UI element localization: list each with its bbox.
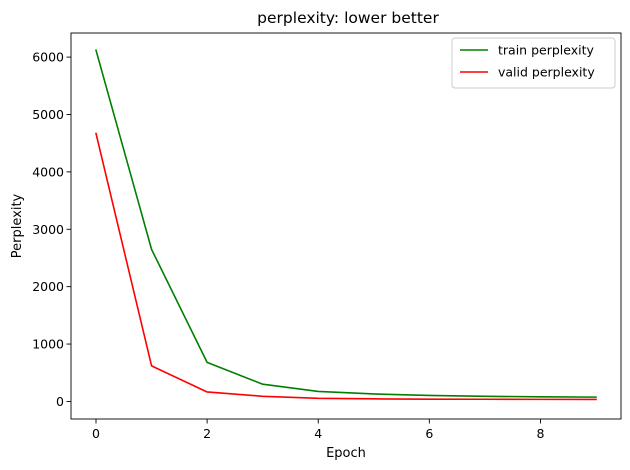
legend-box [451, 37, 616, 89]
y-tick-label: 1000 [32, 337, 64, 352]
y-tick-label: 2000 [32, 279, 64, 294]
plot-frame [70, 32, 622, 420]
y-axis-label: Perplexity [10, 193, 25, 258]
y-axis-ticks: 0 1000 2000 3000 4000 5000 6000 [32, 50, 71, 409]
x-tick-label: 6 [425, 426, 433, 441]
x-tick-label: 8 [536, 426, 544, 441]
y-tick-label: 4000 [32, 164, 64, 179]
y-tick-label: 0 [56, 394, 64, 409]
x-tick-label: 2 [203, 426, 211, 441]
chart-title: perplexity: lower better [257, 9, 439, 27]
x-tick-label: 4 [314, 426, 322, 441]
series-line-train [95, 49, 597, 398]
series-line-valid [95, 132, 597, 401]
x-tick-label: 0 [92, 426, 100, 441]
legend-label: train perplexity [498, 43, 594, 58]
y-tick-label: 3000 [32, 222, 64, 237]
y-tick-label: 6000 [32, 50, 64, 65]
legend: train perplexity valid perplexity [451, 37, 616, 89]
series-layer [95, 49, 597, 401]
y-tick-label: 5000 [32, 107, 64, 122]
x-axis-label: Epoch [326, 446, 366, 461]
legend-label: valid perplexity [498, 65, 595, 80]
x-axis-ticks: 0 2 4 6 8 [92, 419, 544, 441]
